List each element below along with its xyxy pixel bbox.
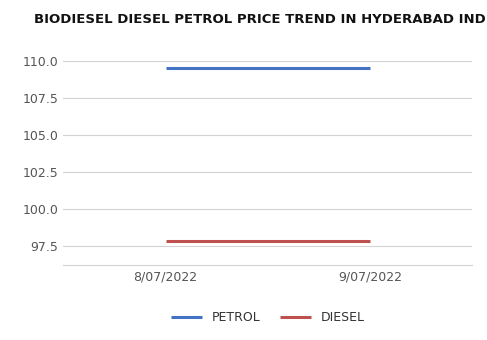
PETROL xyxy=(367,66,373,70)
DIESEL xyxy=(163,239,169,243)
Title: BIODIESEL DIESEL PETROL PRICE TREND IN HYDERABAD INDIA: BIODIESEL DIESEL PETROL PRICE TREND IN H… xyxy=(35,13,487,26)
DIESEL xyxy=(367,239,373,243)
PETROL xyxy=(163,66,169,70)
Legend: PETROL, DIESEL: PETROL, DIESEL xyxy=(166,306,370,329)
